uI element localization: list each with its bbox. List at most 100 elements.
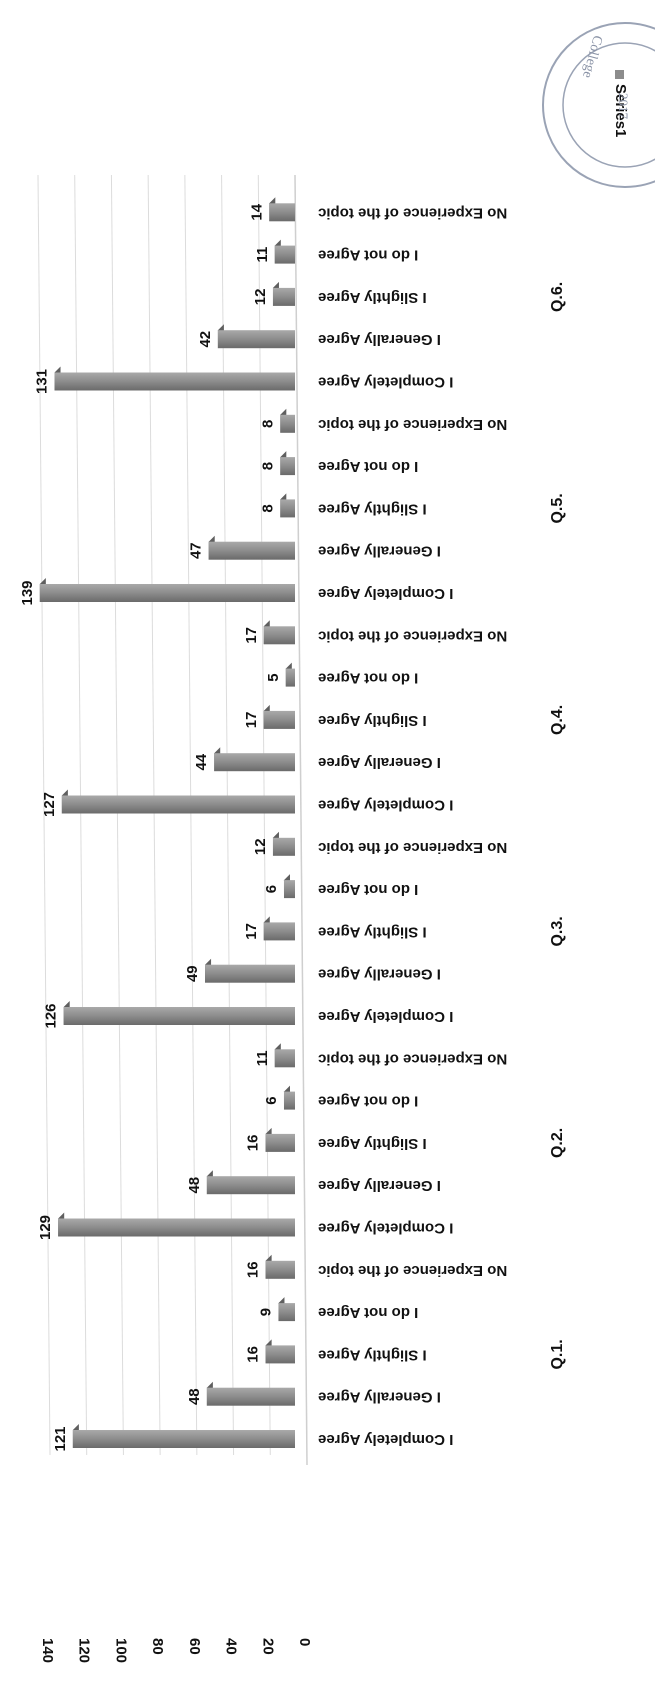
bar [265, 1260, 295, 1279]
bar [280, 457, 295, 476]
data-label: 139 [19, 580, 36, 605]
data-label: 44 [193, 753, 210, 770]
category-label: I do not Agree [318, 670, 418, 687]
category-label: I Generally Agree [318, 966, 441, 983]
gridline [184, 174, 198, 1456]
category-label: I Slightly Agree [318, 289, 427, 306]
data-label: 16 [245, 1261, 262, 1278]
legend-swatch [615, 70, 624, 79]
data-label: 8 [259, 420, 276, 428]
axis-line [294, 174, 308, 1466]
college-seal-stamp: * MIT A College 2017 [542, 22, 655, 188]
bar [280, 499, 295, 518]
tick-label: 60 [186, 1638, 203, 1655]
bar [72, 1430, 295, 1448]
bar [285, 668, 295, 687]
bar [274, 1049, 295, 1068]
category-label: No Experience of the topic [318, 1050, 507, 1067]
category-label: I Slightly Agree [318, 1135, 427, 1152]
data-label: 12 [252, 838, 269, 855]
data-label: 47 [188, 542, 205, 559]
gridline [37, 174, 51, 1456]
category-label: I Completely Agree [318, 374, 453, 391]
bar [280, 414, 295, 433]
bar [263, 922, 295, 941]
group-label: Q.6. [549, 282, 566, 312]
category-label: I Completely Agree [318, 1431, 453, 1448]
category-label: I Generally Agree [318, 331, 441, 348]
svg-text:* MIT A: * MIT A [649, 38, 655, 90]
group-label: Q.5. [549, 493, 566, 523]
svg-text:2017: 2017 [616, 93, 631, 120]
data-label: 8 [259, 462, 276, 470]
data-labels: 1214816916129481661112649176121274417517… [19, 203, 282, 1451]
svg-text:College: College [579, 34, 605, 80]
tick-label: 80 [149, 1638, 166, 1655]
bar [206, 1176, 295, 1195]
bars [39, 197, 296, 1448]
data-label: 11 [254, 247, 271, 263]
tick-label: 0 [296, 1638, 313, 1646]
gridline [221, 174, 235, 1456]
data-label: 9 [257, 1308, 274, 1316]
bar [272, 837, 295, 856]
category-labels: I Completely Agree I Generally Agree I Sli… [318, 204, 507, 1448]
category-label: I Completely Agree [318, 585, 453, 602]
legend-label: Series1 [612, 84, 629, 137]
category-label: No Experience of the topic [318, 416, 507, 433]
category-label: I Generally Agree [318, 1177, 441, 1194]
category-label: I do not Agree [318, 1093, 418, 1110]
data-label: 5 [265, 673, 282, 681]
data-label: 14 [248, 203, 265, 220]
bar [217, 330, 295, 349]
data-label: 131 [34, 369, 51, 394]
category-label: I do not Agree [318, 1304, 418, 1321]
gridline [74, 174, 88, 1456]
data-label: 48 [186, 1388, 203, 1405]
tick-label: 100 [112, 1638, 129, 1663]
category-label: I Slightly Agree [318, 500, 427, 517]
data-label: 129 [37, 1215, 54, 1240]
data-label: 48 [186, 1177, 203, 1194]
category-label: I Generally Agree [318, 1389, 441, 1406]
bar [263, 626, 295, 645]
data-label: 17 [243, 923, 260, 940]
category-label: I do not Agree [318, 458, 418, 475]
bar [39, 584, 296, 602]
category-label: No Experience of the topic [318, 204, 507, 221]
group-label: Q.3. [549, 916, 566, 946]
bar [205, 964, 295, 983]
bar [208, 541, 295, 560]
gridline [110, 174, 124, 1456]
bar [274, 245, 295, 264]
bar [63, 1007, 296, 1025]
bar [272, 287, 295, 306]
tick-label: 140 [39, 1638, 56, 1663]
data-label: 49 [184, 965, 201, 982]
bar [283, 1091, 295, 1110]
bar [269, 203, 295, 222]
bar [206, 1387, 295, 1406]
bar [265, 1133, 295, 1152]
group-label: Q.2. [549, 1128, 566, 1158]
data-label: 17 [243, 712, 260, 729]
gridline [147, 174, 161, 1456]
category-label: I Slightly Agree [318, 712, 427, 729]
bar [278, 1303, 295, 1322]
bar [283, 880, 295, 899]
data-label: 11 [254, 1050, 271, 1066]
bar [61, 795, 295, 814]
data-label: 12 [252, 289, 269, 306]
category-label: I Completely Agree [318, 1008, 453, 1025]
data-label: 127 [41, 792, 58, 817]
category-label: I Completely Agree [318, 797, 453, 814]
tick-label: 40 [223, 1638, 240, 1655]
group-label: Q.4. [549, 705, 566, 735]
data-label: 16 [245, 1135, 262, 1152]
bar [54, 372, 296, 391]
data-label: 6 [263, 1096, 280, 1104]
bar [263, 710, 295, 729]
tick-label: 20 [259, 1638, 276, 1655]
